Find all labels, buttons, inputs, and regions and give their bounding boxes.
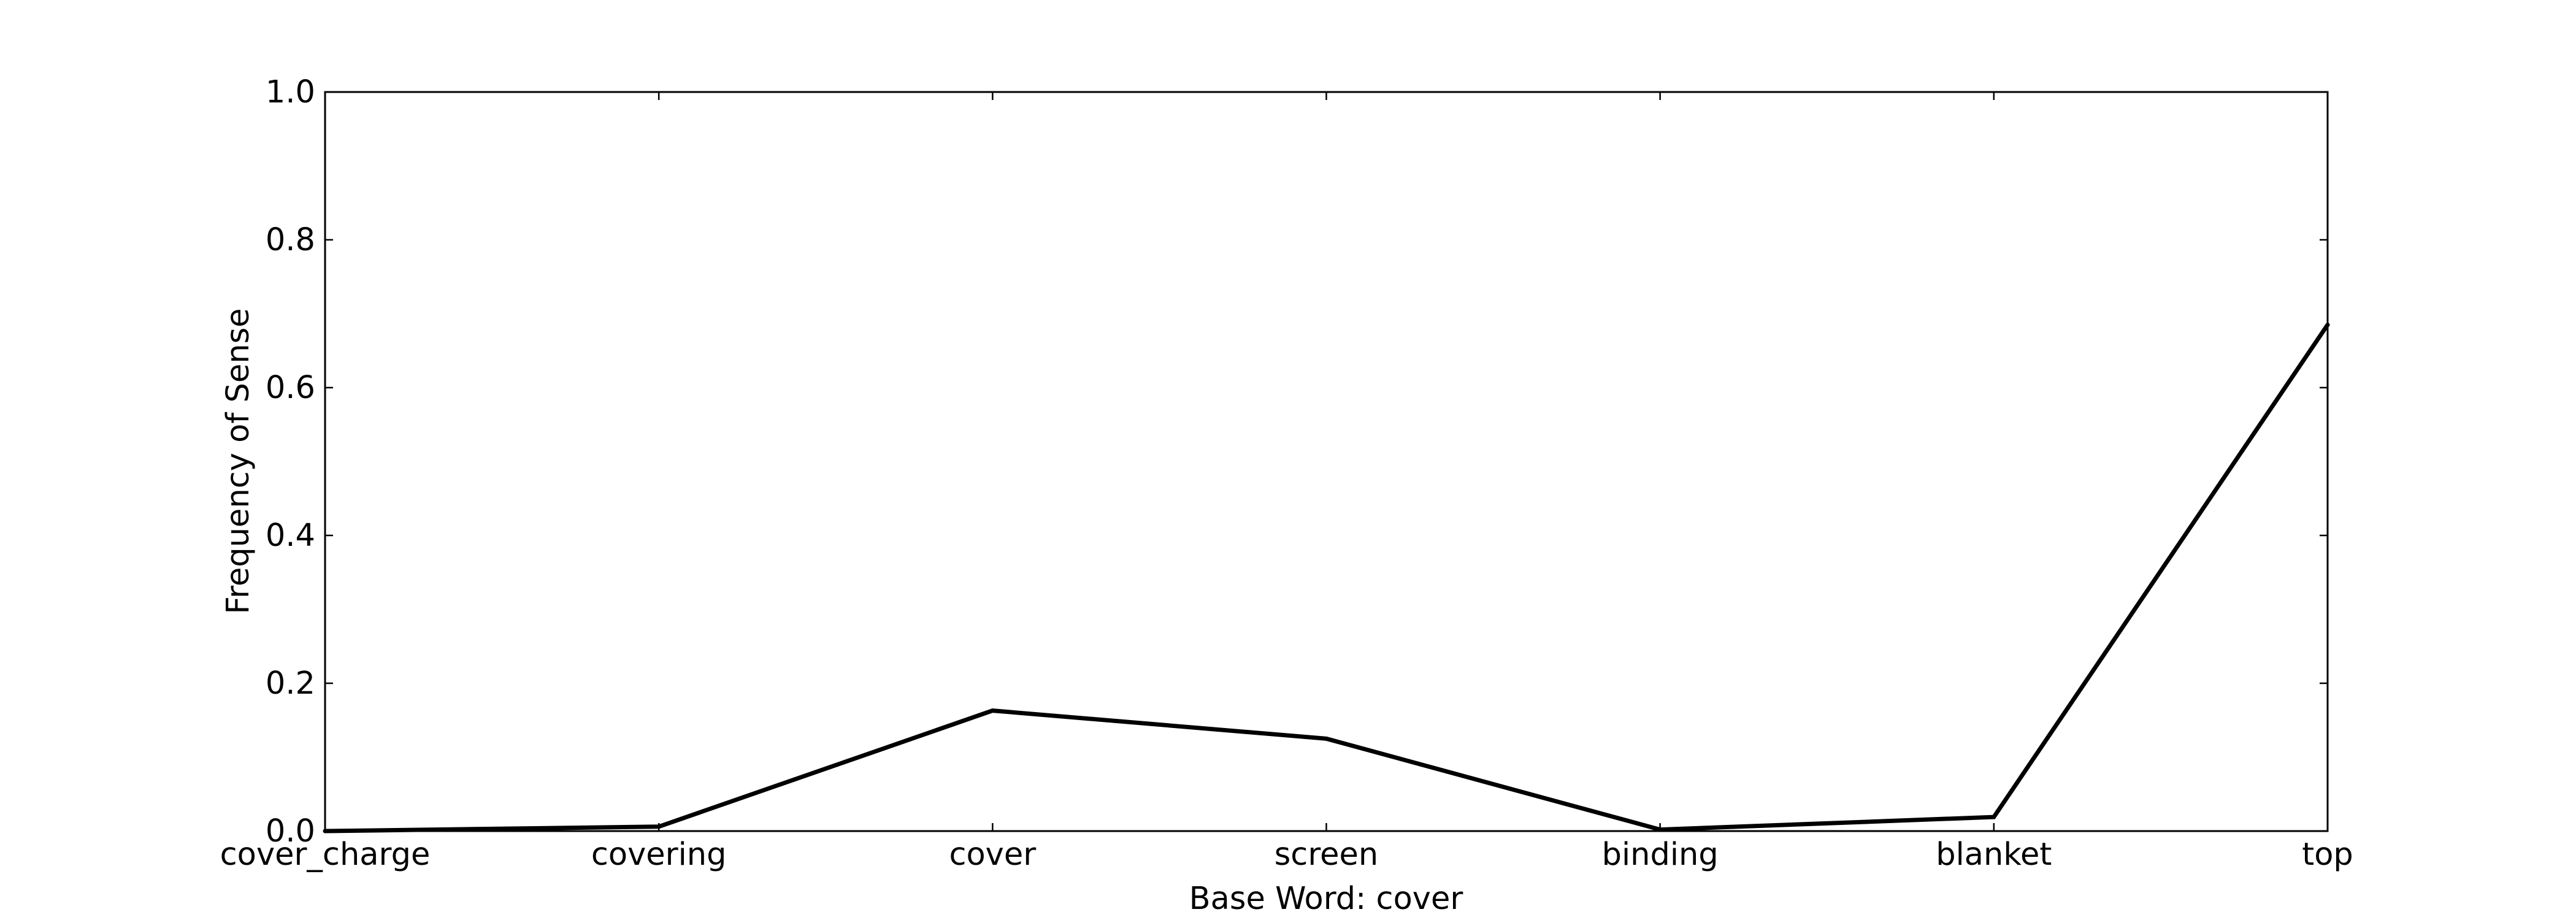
x-tick-label: screen: [1275, 837, 1379, 873]
x-tick-label: cover: [949, 837, 1036, 873]
data-point: [1324, 736, 1328, 741]
data-point: [1991, 815, 1996, 819]
y-axis-label: Frequency of Sense: [220, 308, 256, 614]
y-tick-label: 0.8: [266, 222, 315, 258]
y-tick-label: 0.4: [266, 518, 315, 554]
x-tick-label: blanket: [1936, 837, 2052, 873]
y-axis: 0.0 0.2 0.4 0.6 0.8 1.0: [266, 74, 2328, 849]
data-point: [1658, 827, 1663, 832]
y-tick-label: 0.0: [266, 813, 315, 849]
series-layer: [323, 323, 2330, 834]
x-tick-label: binding: [1602, 837, 1719, 873]
x-axis-label: Base Word: cover: [1189, 881, 1463, 917]
data-point: [656, 824, 661, 829]
y-tick-label: 0.2: [266, 665, 315, 702]
y-tick-label: 0.6: [266, 370, 315, 406]
plot-frame: [324, 91, 2329, 832]
series-line: [324, 323, 2329, 834]
x-tick-label: covering: [591, 837, 727, 873]
y-tick-label: 1.0: [266, 74, 315, 110]
x-tick-label: top: [2302, 837, 2353, 873]
data-point: [990, 708, 995, 713]
data-point: [2325, 323, 2330, 328]
x-tick-label: cover_charge: [220, 837, 431, 873]
x-axis: cover_charge covering cover screen binding bl…: [220, 92, 2353, 873]
data-point: [323, 829, 328, 834]
